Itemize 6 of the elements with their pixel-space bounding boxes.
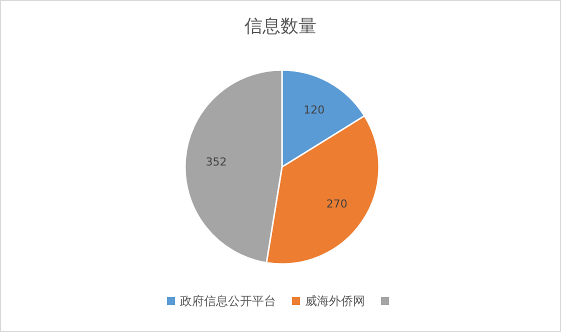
legend-label: 政府信息公开平台 <box>180 294 276 308</box>
data-label: 352 <box>206 156 227 169</box>
chart-title: 信息数量 <box>244 16 316 37</box>
legend-label: 威海外侨网 <box>305 294 365 308</box>
data-label: 120 <box>304 103 325 116</box>
data-label: 270 <box>326 198 348 211</box>
